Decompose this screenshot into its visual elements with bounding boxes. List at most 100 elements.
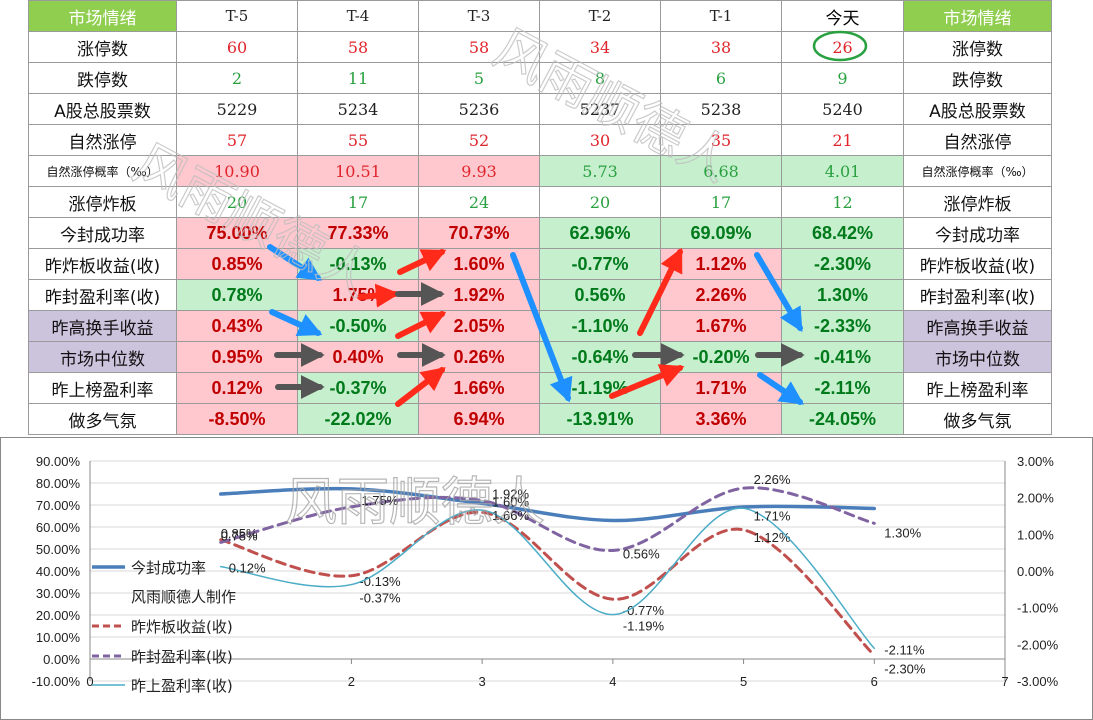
row-label-right: 自然涨停概率（‰） (903, 155, 1052, 187)
table-row: 涨停数 60 58 58 34 38 26 涨停数 (28, 31, 1052, 63)
data-label: 2.26% (754, 472, 791, 487)
cell-value: 58 (297, 31, 419, 63)
cell-value: 0.78% (176, 279, 298, 311)
series-line (218, 486, 877, 523)
header-corner: 市场情绪 (28, 0, 177, 32)
y-left-tick: 70.00% (36, 498, 81, 513)
cell-value: 38 (660, 31, 782, 63)
row-label-right: 跌停数 (903, 62, 1052, 94)
legend-note: 风雨顺德人制作 (131, 588, 236, 606)
row-label: 今封成功率 (28, 217, 177, 249)
table-row: 自然涨停概率（‰） 10.90 10.51 9.93 5.73 6.68 4.01 自然涨停概… (28, 155, 1052, 187)
cell-value: 8 (539, 62, 661, 94)
header-col-0: T-5 (176, 0, 298, 32)
y-right-tick: -1.00% (1017, 601, 1059, 616)
cell-value: 68.42% (781, 217, 904, 249)
y-left-tick: 60.00% (36, 520, 81, 535)
y-right-tick: 0.00% (1017, 564, 1054, 579)
row-label: 涨停数 (28, 31, 177, 63)
x-tick: 4 (609, 674, 616, 689)
cell-value: 77.33% (297, 217, 419, 249)
cell-value: 75.00% (176, 217, 298, 249)
y-left-tick: 90.00% (36, 454, 81, 469)
data-label: -0.77% (623, 603, 665, 618)
header-col-4: T-1 (660, 0, 782, 32)
header-col-3: T-2 (539, 0, 661, 32)
cell-value: 3.36% (660, 403, 782, 435)
cell-value: 12 (781, 186, 904, 218)
row-label-right: 涨停炸板 (903, 186, 1052, 218)
watermark-chart: 风雨顺德人 (285, 473, 545, 533)
cell-value: 26 (781, 31, 904, 63)
trend-arrow (609, 364, 685, 399)
y-right-tick: 2.00% (1017, 491, 1054, 506)
trend-arrow (637, 247, 683, 336)
data-label: -2.11% (884, 642, 925, 657)
row-label-right: 做多气氛 (903, 403, 1052, 435)
cell-value: 6 (660, 62, 782, 94)
legend-entry: 今封成功率 (131, 559, 206, 577)
cell-value: -1.10% (539, 310, 661, 342)
cell-value: -2.30% (781, 248, 904, 280)
highlight-circle (812, 30, 868, 62)
data-label: 1.66% (492, 508, 529, 523)
y-left-tick: 10.00% (36, 630, 81, 645)
x-tick: 6 (871, 674, 878, 689)
row-label: 涨停炸板 (28, 186, 177, 218)
data-label: 0.85% (221, 526, 258, 541)
cell-value: 5.73 (539, 155, 661, 187)
trend-arrow (757, 372, 804, 405)
y-left-tick: 50.00% (36, 542, 81, 557)
trend-arrow (357, 283, 400, 308)
cell-value: 21 (781, 124, 904, 156)
row-label-right: 涨停数 (903, 31, 1052, 63)
legend-entry: 昨封盈利率(收) (131, 648, 233, 666)
row-label: 昨封盈利率(收) (28, 279, 177, 311)
row-label: 自然涨停概率（‰） (28, 155, 177, 187)
header-col-5: 今天 (781, 0, 904, 32)
cell-value: 58 (418, 31, 540, 63)
header-col-1: T-4 (297, 0, 419, 32)
cell-value: -8.50% (176, 403, 298, 435)
cell-value: 10.90 (176, 155, 298, 187)
y-left-tick: 30.00% (36, 586, 81, 601)
y-left-tick: 20.00% (36, 608, 81, 623)
row-label-right: 市场中位数 (903, 341, 1052, 373)
trend-arrow (510, 252, 573, 403)
row-label: 昨上榜盈利率 (28, 372, 177, 404)
x-tick: 2 (348, 674, 355, 689)
data-label: 0.12% (229, 561, 266, 576)
cell-value: 1.67% (660, 310, 782, 342)
cell-value: 55 (297, 124, 419, 156)
row-label-right: 昨高换手收益 (903, 310, 1052, 342)
table-row: 今封成功率 75.00% 77.33% 70.73% 62.96% 69.09% 68.42… (28, 217, 1052, 249)
cell-value: 34 (539, 31, 661, 63)
trend-arrow (267, 244, 323, 281)
data-label: 1.92% (492, 487, 529, 502)
data-label: 1.30% (884, 525, 921, 540)
row-label: A股总股票数 (28, 93, 177, 125)
table-row: 昨高换手收益 0.43% -0.50% 2.05% -1.10% 1.67% -2.33% 昨… (28, 310, 1052, 342)
y-left-tick: 0.00% (43, 652, 80, 667)
data-label: -0.13% (359, 574, 401, 589)
y-right-tick: -3.00% (1017, 674, 1059, 689)
cell-value: 6.94% (418, 403, 540, 435)
cell-value: 9 (781, 62, 904, 94)
x-tick: 7 (1001, 674, 1008, 689)
data-label: 1.12% (754, 530, 791, 545)
cell-value: -0.77% (539, 248, 661, 280)
cell-value: 6.68 (660, 155, 782, 187)
cell-value: 5234 (297, 93, 419, 125)
cell-value: 2.26% (660, 279, 782, 311)
trend-arrow (397, 249, 447, 275)
cell-value: 60 (176, 31, 298, 63)
cell-value: 5229 (176, 93, 298, 125)
row-label: 昨高换手收益 (28, 310, 177, 342)
y-right-tick: 1.00% (1017, 527, 1054, 542)
row-label: 市场中位数 (28, 341, 177, 373)
trend-arrow (754, 252, 803, 333)
header-row: 市场情绪 T-5 T-4 T-3 T-2 T-1 今天 市场情绪 (28, 0, 1052, 32)
trend-arrow (395, 311, 447, 339)
